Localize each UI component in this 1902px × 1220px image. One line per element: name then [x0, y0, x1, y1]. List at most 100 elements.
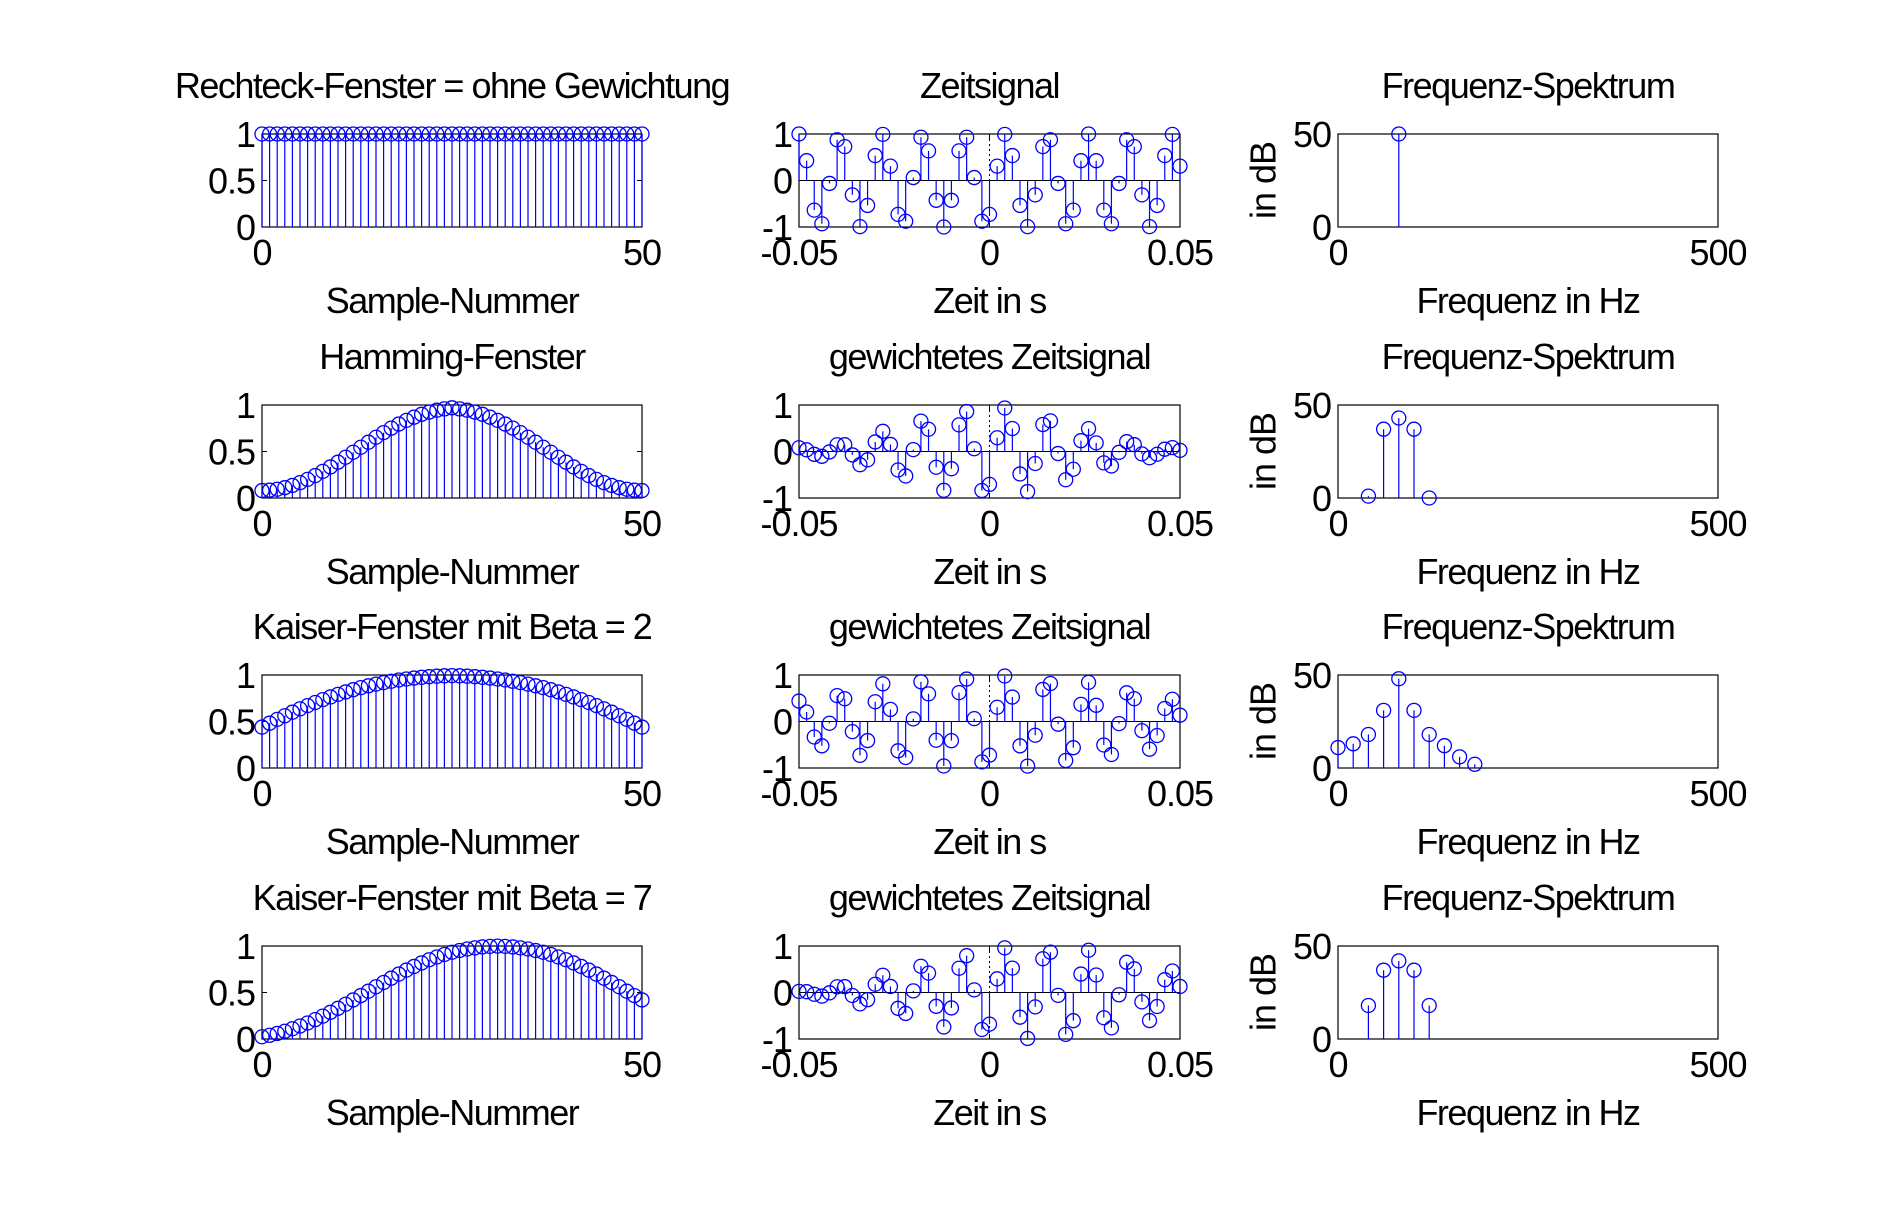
stem-marker: [989, 430, 1005, 446]
stem-marker: [603, 477, 620, 494]
stem-marker: [550, 684, 567, 700]
stem-marker: [497, 672, 513, 688]
stem-marker: [882, 158, 899, 174]
stem-marker: [451, 668, 468, 684]
y-tick-label: 1: [773, 385, 792, 426]
y-tick-label: 1: [236, 655, 255, 696]
stem-marker: [844, 187, 860, 203]
stem-marker: [497, 938, 513, 955]
stem-marker: [905, 169, 921, 186]
stem-marker: [1042, 132, 1059, 148]
stem-marker: [1149, 197, 1165, 214]
stem-marker: [928, 732, 944, 748]
stem-marker: [611, 708, 627, 724]
stem-marker: [867, 976, 883, 992]
x-tick-label: 50: [623, 503, 661, 544]
stem-marker: [588, 697, 605, 714]
axes-box: [1337, 945, 1719, 1040]
stem-marker: [1103, 458, 1120, 474]
stem-marker: [1467, 756, 1483, 772]
subplot-title: Frequenz-Spektrum: [1382, 877, 1675, 918]
stem-marker: [581, 467, 597, 484]
stem-marker: [1080, 942, 1097, 958]
stem-marker: [981, 206, 998, 223]
x-tick-label: 0.05: [1147, 232, 1213, 273]
y-tick-label: 50: [1293, 385, 1331, 426]
stem-marker: [1149, 727, 1165, 744]
x-axis-label: Frequenz in Hz: [1416, 821, 1640, 862]
stem-marker: [505, 939, 521, 955]
stem-marker: [1141, 1012, 1158, 1029]
stem-marker: [913, 413, 929, 429]
stem-marker: [489, 938, 506, 954]
stem-marker: [634, 992, 650, 1008]
stem-marker: [1042, 675, 1059, 692]
x-tick-label: 0: [252, 773, 271, 814]
stem-marker: [1065, 461, 1081, 477]
stem-marker: [882, 701, 899, 718]
stem-marker: [444, 668, 460, 684]
stem-marker: [1050, 987, 1066, 1004]
stem-marker: [844, 447, 860, 463]
stem-marker: [1149, 446, 1165, 462]
x-axis-label: Frequenz in Hz: [1416, 280, 1640, 321]
stem-marker: [512, 424, 529, 441]
stem-marker: [1360, 488, 1377, 504]
stem-marker: [1103, 216, 1120, 232]
stem-marker: [619, 983, 635, 999]
y-axis-label: in dB: [1243, 413, 1284, 490]
subplot-title: Rechteck-Fenster = ohne Gewichtung: [175, 65, 729, 106]
stem-marker: [837, 437, 853, 453]
y-tick-label: 0: [236, 748, 255, 789]
stem-marker: [1134, 994, 1150, 1010]
stem-marker: [1050, 716, 1066, 732]
stem-marker: [611, 480, 627, 496]
stem-marker: [882, 436, 899, 453]
stem-marker: [527, 126, 544, 142]
stem-marker: [791, 440, 807, 456]
stem-marker: [821, 715, 838, 731]
stem-marker: [1096, 455, 1112, 471]
stem-marker: [626, 987, 643, 1004]
subplot-title: gewichtetes Zeitsignal: [829, 336, 1150, 377]
y-tick-label: 0: [1312, 748, 1331, 789]
y-tick-label: 0: [236, 207, 255, 248]
stem-marker: [1073, 966, 1089, 982]
stem-marker: [565, 955, 582, 971]
stem-marker: [806, 446, 822, 462]
x-tick-label: 0: [980, 503, 999, 544]
stem-marker: [1375, 962, 1392, 978]
stem-marker: [1126, 961, 1142, 977]
stem-marker: [1134, 723, 1150, 739]
stem-marker: [920, 421, 937, 437]
stem-marker: [791, 983, 807, 1000]
x-tick-label: 0: [252, 503, 271, 544]
stem-marker: [867, 434, 883, 450]
stem-marker: [1065, 202, 1081, 218]
stem-marker: [467, 404, 483, 420]
stem-marker: [1088, 153, 1104, 169]
stem-marker: [565, 459, 582, 475]
y-tick-label: 50: [1293, 114, 1331, 155]
stem-marker: [444, 400, 460, 416]
x-tick-label: 0: [980, 1044, 999, 1085]
stem-marker: [1027, 187, 1043, 203]
y-tick-label: 50: [1293, 926, 1331, 967]
stem-marker: [520, 941, 536, 957]
x-axis-label: Sample-Nummer: [326, 1092, 580, 1133]
stem-marker: [512, 674, 529, 691]
x-axis-label: Sample-Nummer: [326, 280, 580, 321]
stem-marker: [798, 984, 815, 1000]
stem-marker: [859, 452, 876, 468]
stem-marker: [1050, 175, 1066, 192]
subplot-title: Frequenz-Spektrum: [1382, 336, 1675, 377]
stem-marker: [936, 482, 952, 498]
stem-marker: [821, 175, 838, 192]
stem-marker: [1157, 147, 1173, 164]
stem-marker: [474, 406, 491, 422]
y-tick-label: 0: [773, 973, 792, 1014]
y-tick-label: 0.5: [208, 161, 255, 202]
stem-marker: [814, 216, 830, 232]
stem-marker: [1042, 413, 1059, 429]
stem-marker: [558, 686, 574, 702]
